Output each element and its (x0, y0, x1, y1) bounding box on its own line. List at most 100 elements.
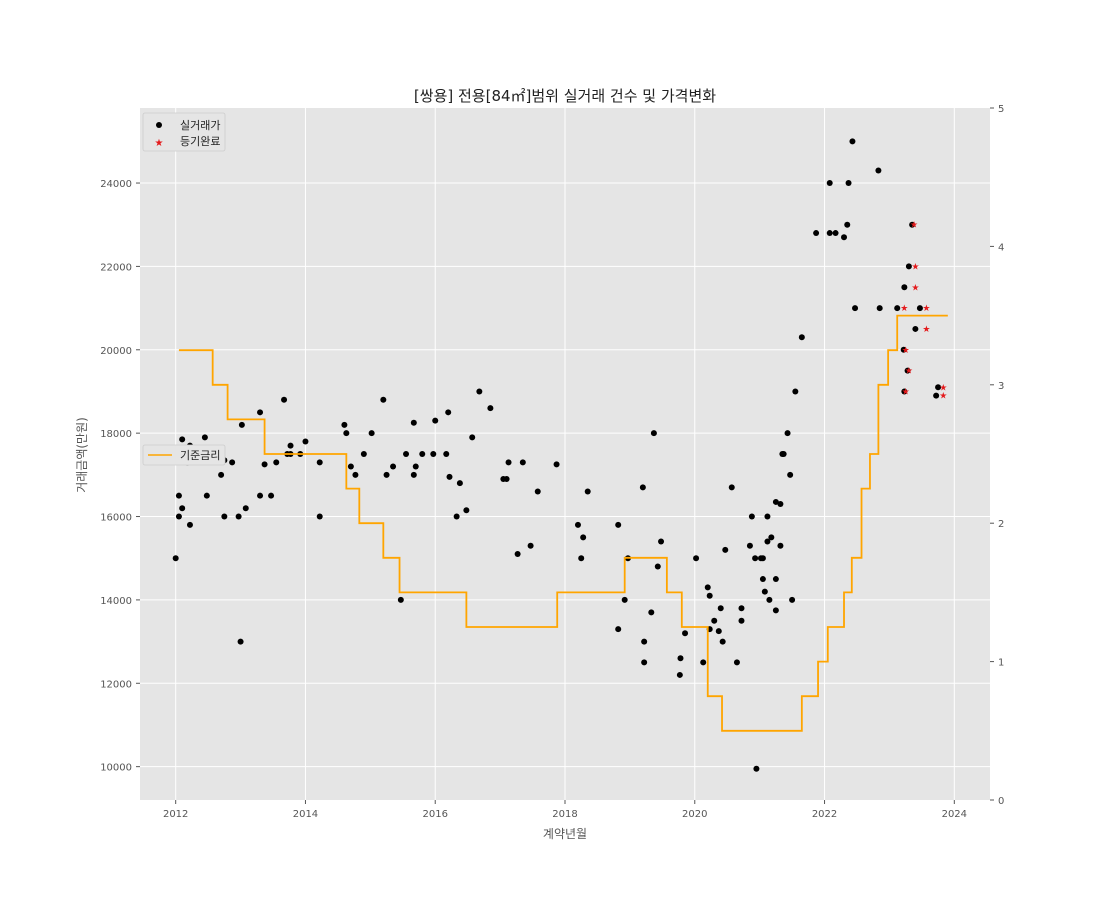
trade-point (719, 638, 726, 645)
trade-point (410, 419, 417, 426)
trade-point (900, 346, 907, 353)
trade-point (935, 384, 942, 391)
trade-point (238, 421, 245, 428)
trade-point (237, 638, 244, 645)
x-axis-label: 계약년월 (543, 826, 587, 841)
trade-point (446, 473, 453, 480)
trade-point (261, 461, 268, 468)
y2-axis-ticks: 0 1 2 3 4 5 (990, 104, 1004, 807)
series-layer: ★★★★★★★★★★★ (172, 138, 948, 772)
y-tick-label: 16000 (100, 513, 132, 524)
trade-point (443, 451, 450, 457)
trade-point (904, 367, 911, 374)
trade-point (221, 513, 228, 520)
legend-registered-label: 등기완료 (180, 135, 220, 148)
y-tick-label: 14000 (100, 596, 132, 607)
legend-upper-box (142, 112, 226, 152)
trade-point (766, 596, 773, 603)
trade-point (201, 434, 208, 441)
trade-point (772, 607, 779, 614)
trade-point (456, 480, 463, 487)
trade-point (682, 630, 689, 637)
trade-point (380, 396, 387, 403)
y2-tick-label: 0 (998, 796, 1004, 807)
y-axis-ticks: 10000 12000 14000 16000 18000 20000 22000 24000 (100, 179, 140, 774)
trade-point (764, 538, 771, 545)
legend-trade-marker (156, 122, 162, 128)
trade-point (172, 555, 179, 562)
x-tick-label: 2022 (812, 809, 837, 820)
registered-point: ★ (939, 383, 947, 393)
trade-point (780, 451, 787, 457)
rate-step-line (178, 314, 948, 732)
registered-point: ★ (902, 387, 910, 397)
trade-point (242, 505, 249, 512)
trade-point (784, 430, 791, 437)
trade-point (641, 638, 648, 645)
trade-point (341, 421, 348, 428)
trade-point (772, 576, 779, 583)
trade-point (430, 451, 437, 457)
trade-point (410, 471, 417, 478)
trade-point (748, 513, 755, 520)
trade-point (615, 521, 622, 528)
trade-point (845, 180, 852, 187)
trade-point (852, 305, 859, 312)
x-tick-label: 2018 (552, 809, 577, 820)
legend-lower: 기준금리 (142, 444, 226, 466)
trade-point (876, 305, 883, 312)
trade-point (677, 655, 684, 662)
trade-point (912, 325, 919, 332)
trade-point (574, 521, 581, 528)
trade-point (186, 521, 193, 528)
trade-point (584, 488, 591, 495)
trade-point (761, 588, 768, 595)
trade-point (553, 461, 560, 468)
trade-point (826, 230, 833, 237)
trade-point (826, 180, 833, 187)
y-tick-label: 22000 (100, 262, 132, 273)
trade-point (503, 476, 510, 483)
y2-tick-label: 3 (998, 381, 1004, 392)
trade-point (487, 405, 494, 412)
y2-tick-label: 2 (998, 519, 1004, 530)
trade-point (728, 484, 735, 491)
trade-point (257, 409, 264, 416)
trade-point (700, 659, 707, 666)
trade-point (203, 492, 210, 499)
trade-point (693, 555, 700, 562)
trade-point (738, 605, 745, 612)
trade-point (909, 221, 916, 228)
trade-point (412, 463, 419, 470)
x-tick-label: 2014 (293, 809, 318, 820)
trade-point (711, 617, 718, 624)
trade-point (175, 513, 182, 520)
x-tick-label: 2024 (942, 809, 967, 820)
trade-point (813, 230, 820, 237)
trade-point (733, 659, 740, 666)
legend-rate-label: 기준금리 (180, 449, 220, 462)
trade-point (764, 513, 771, 520)
legend-trade-label: 실거래가 (180, 119, 220, 132)
trade-point (753, 765, 760, 772)
trade-point (717, 605, 724, 612)
trade-point (746, 542, 753, 549)
trade-point (352, 471, 359, 478)
trade-point (453, 513, 460, 520)
trade-point (445, 409, 452, 416)
y-tick-label: 10000 (100, 763, 132, 774)
trade-point (658, 538, 665, 545)
y-tick-label: 20000 (100, 346, 132, 357)
trade-point (789, 596, 796, 603)
trade-point (639, 484, 646, 491)
trade-point (360, 451, 367, 457)
trade-point (235, 513, 242, 520)
trade-point (615, 626, 622, 633)
trade-point (463, 507, 470, 514)
trade-point (578, 555, 585, 562)
trade-point (706, 592, 713, 599)
trade-point (641, 659, 648, 666)
trade-point (268, 492, 275, 499)
registered-point: ★ (939, 392, 947, 402)
